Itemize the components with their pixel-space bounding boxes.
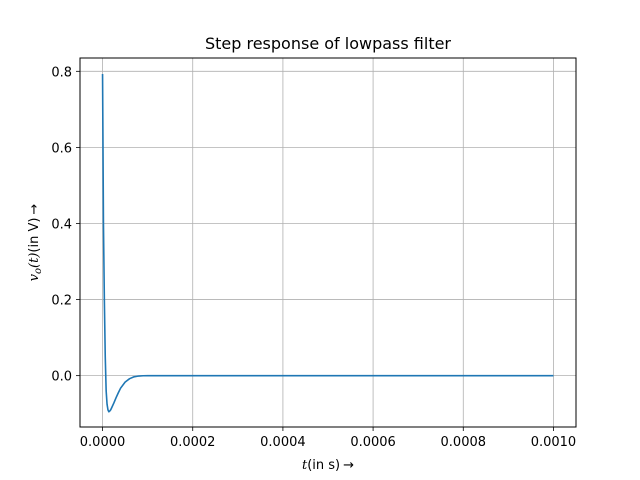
plot-frame bbox=[79, 57, 577, 428]
y-tick-label: 0.0 bbox=[51, 370, 72, 385]
y-tick-label: 0.2 bbox=[51, 294, 72, 309]
y-label-var: v bbox=[27, 273, 42, 281]
x-tick-label: 0.0010 bbox=[531, 435, 577, 450]
y-label-arg: (t) bbox=[27, 253, 42, 268]
x-tick-label: 0.0002 bbox=[170, 435, 216, 450]
x-tick-label: 0.0006 bbox=[350, 435, 396, 450]
x-label-var: t bbox=[302, 458, 308, 473]
series-line bbox=[101, 73, 554, 413]
y-label-sub: o bbox=[33, 268, 44, 274]
x-label-rest: (in s) bbox=[307, 458, 340, 473]
x-tick-label: 0.0004 bbox=[260, 435, 306, 450]
series-layer bbox=[101, 73, 554, 413]
x-tick-label: 0.0008 bbox=[441, 435, 487, 450]
y-label-arrow: → bbox=[27, 204, 42, 215]
y-axis-label: vo(t)(in V) → bbox=[27, 204, 44, 282]
y-tick-label: 0.6 bbox=[51, 141, 72, 156]
chart-title: Step response of lowpass filter bbox=[205, 34, 451, 53]
ticks: 0.0000 0.0002 0.0004 0.0006 0.0008 0.0010 0.0 0… bbox=[51, 65, 576, 450]
x-tick-label: 0.0000 bbox=[80, 435, 126, 450]
x-label-arrow: → bbox=[343, 458, 354, 473]
y-label-rest: (in V) bbox=[27, 218, 42, 253]
grid bbox=[80, 58, 576, 427]
x-axis-label: t(in s) → bbox=[302, 458, 354, 473]
y-tick-label: 0.8 bbox=[51, 65, 72, 80]
y-tick-label: 0.4 bbox=[51, 217, 72, 232]
